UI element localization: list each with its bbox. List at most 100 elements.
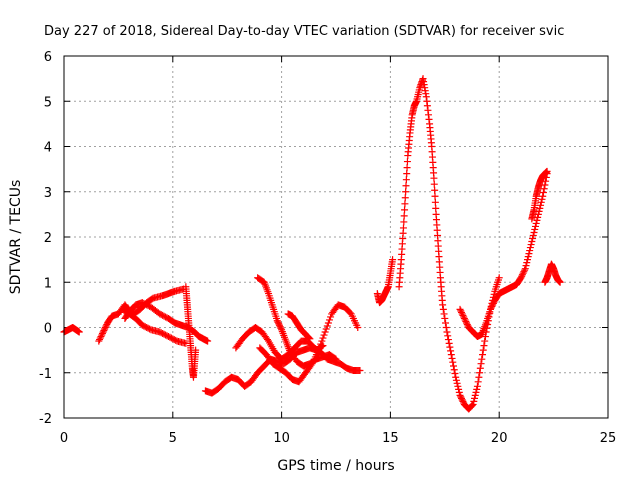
data-point [327, 313, 335, 321]
data-point [317, 340, 325, 348]
data-point [75, 328, 83, 336]
y-tick-label: 6 [44, 50, 52, 65]
data-point [468, 402, 476, 410]
x-tick-labels: 0 5 10 15 20 25 [60, 431, 616, 446]
data-point [277, 324, 285, 332]
data-point [471, 391, 479, 399]
data-point [450, 362, 458, 370]
data-point [532, 219, 540, 227]
data-point [531, 225, 539, 233]
data-point [447, 351, 455, 359]
data-point [480, 342, 488, 350]
data-point [431, 186, 439, 194]
data-point [457, 393, 465, 401]
y-tick-label: 3 [44, 186, 52, 201]
data-point [475, 373, 483, 381]
data-point [304, 333, 312, 341]
data-point [403, 170, 411, 178]
chart-title: Day 227 of 2018, Sidereal Day-to-day VTE… [44, 24, 564, 39]
data-point [537, 198, 545, 206]
grid-lines [64, 56, 608, 418]
data-point [458, 310, 466, 318]
data-point [479, 351, 487, 359]
data-point [453, 379, 461, 387]
data-point [448, 354, 456, 362]
data-point [520, 268, 528, 276]
data-point [533, 216, 541, 224]
data-point [524, 253, 532, 261]
data-point [538, 195, 546, 203]
data-point [101, 324, 109, 331]
data-point [468, 401, 476, 409]
data-point [479, 346, 487, 354]
data-point [527, 241, 535, 249]
data-point [443, 328, 451, 336]
data-point [430, 174, 438, 182]
data-point [477, 360, 485, 368]
x-tick-label: 25 [600, 431, 617, 446]
data-point [530, 228, 538, 236]
y-tick-label: 2 [44, 231, 52, 246]
data-point [402, 176, 410, 184]
data-point [192, 346, 200, 354]
x-tick-label: 10 [273, 431, 290, 446]
series-arc15 [541, 260, 564, 286]
data-point [474, 378, 482, 386]
data-point [96, 334, 104, 342]
data-point [457, 307, 465, 315]
y-tick-label: -1 [39, 367, 52, 382]
data-point [457, 308, 465, 316]
data-point [489, 301, 497, 309]
data-point [452, 376, 460, 384]
data-point [99, 328, 107, 336]
series-arc11 [373, 256, 397, 307]
data-point [529, 231, 537, 239]
series-arc4 [119, 305, 190, 347]
data-point [457, 394, 465, 402]
data-point [481, 333, 489, 341]
data-point [451, 370, 459, 378]
data-point [460, 313, 468, 321]
data-point [275, 320, 283, 328]
data-point [315, 346, 323, 354]
x-tick-label: 20 [491, 431, 508, 446]
data-point [400, 212, 408, 220]
data-point [98, 330, 106, 338]
data-point [96, 336, 104, 344]
x-tick-label: 5 [169, 431, 177, 446]
y-tick-labels: -2 -1 0 1 2 3 4 5 6 [39, 50, 52, 427]
data-point [523, 259, 531, 267]
data-point [469, 400, 477, 408]
series-arc5 [182, 283, 200, 381]
data-point [204, 337, 212, 345]
data-point [321, 328, 329, 336]
data-point [318, 337, 326, 345]
data-point [305, 334, 313, 342]
data-point [449, 358, 457, 366]
data-point [439, 301, 447, 309]
x-axis-title: GPS time / hours [277, 458, 394, 474]
data-point [519, 269, 527, 277]
data-point [459, 397, 467, 405]
y-tick-label: 1 [44, 276, 52, 291]
data-point [452, 373, 460, 381]
data-point [460, 314, 468, 322]
data-point [322, 325, 330, 333]
data-point [402, 182, 410, 190]
data-point [517, 274, 525, 282]
data-point [442, 324, 450, 331]
data-point [306, 335, 314, 343]
data-point [97, 333, 105, 341]
data-point [401, 206, 409, 214]
data-point [401, 194, 409, 202]
y-tick-label: 4 [44, 141, 52, 156]
data-point [442, 319, 450, 327]
data-point [487, 304, 495, 312]
data-point [463, 319, 471, 327]
y-tick-label: -2 [39, 412, 52, 427]
data-point [332, 355, 340, 363]
data-point [456, 305, 464, 313]
data-point [323, 322, 331, 330]
